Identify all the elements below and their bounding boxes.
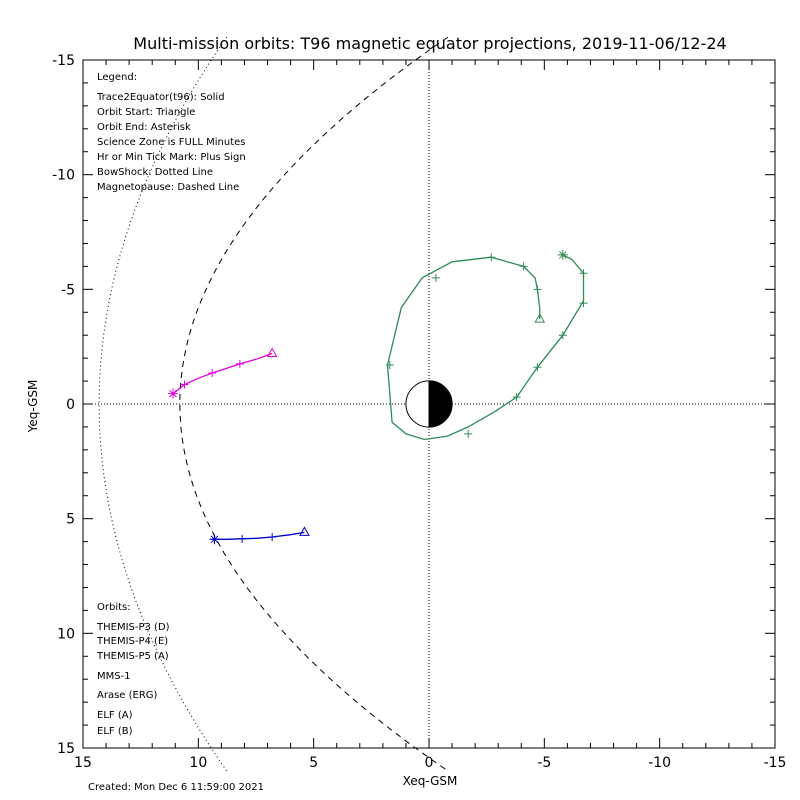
orbit-tick-mark [238, 534, 247, 543]
legend-line: Orbit End: Asterisk [97, 122, 191, 133]
orbit-line [172, 352, 273, 395]
orbit-start-triangle [266, 347, 278, 358]
x-tick-label: -10 [648, 755, 671, 771]
orbit-line [386, 254, 585, 441]
x-tick-label: 15 [74, 755, 92, 771]
orbit-tick-mark [487, 253, 496, 262]
orbit-legend-item: ELF (B) [97, 726, 133, 737]
y-tick-label: -10 [52, 168, 75, 184]
y-tick-label: 5 [66, 512, 75, 528]
orbit-trace [209, 526, 310, 545]
legend-line: Trace2Equator(t96): Solid [96, 92, 225, 103]
y-tick-label: -15 [52, 53, 75, 69]
orbit-start-triangle [534, 313, 546, 323]
orbit-legend-item: THEMIS-P5 (A) [96, 651, 169, 662]
orbit-legend-item: THEMIS-P4 (E) [96, 636, 168, 647]
orbit-start-triangle [299, 526, 310, 536]
orbit-tick-mark [464, 429, 473, 438]
legend-line: BowShock: Dotted Line [97, 167, 213, 178]
orbit-tick-mark [512, 393, 521, 402]
x-tick-label: 10 [189, 755, 207, 771]
orbit-legend-item: THEMIS-P3 (D) [96, 622, 170, 633]
orbit-legend-item: MMS-1 [97, 671, 131, 682]
orbit-legend-item: Arase (ERG) [97, 690, 158, 701]
orbit-tick-mark [268, 533, 277, 542]
x-tick-label: 5 [309, 755, 318, 771]
orbit-legend-item: ELF (A) [97, 710, 133, 721]
orbit-tick-mark [431, 273, 440, 282]
orbit-end-asterisk [167, 388, 178, 399]
orbit-tick-mark [579, 299, 588, 308]
x-tick-label: -15 [764, 755, 787, 771]
chart-title: Multi-mission orbits: T96 magnetic equat… [133, 34, 726, 53]
legend: Legend: Trace2Equator(t96): Solid Orbit … [96, 72, 246, 193]
orbit-end-asterisk [557, 249, 568, 260]
orbit-tick-mark [208, 369, 217, 378]
orbit-tick-mark [519, 262, 528, 271]
y-axis-label: Yeq-GSM [26, 380, 40, 434]
legend-line: Hr or Min Tick Mark: Plus Sign [97, 152, 246, 163]
legend-line: Magnetopause: Dashed Line [97, 182, 239, 193]
legend-title: Legend: [97, 72, 137, 83]
orbit-tick-mark [180, 380, 189, 389]
orbits-legend: Orbits: THEMIS-P3 (D) THEMIS-P4 (E) THEM… [96, 602, 170, 737]
legend-line: Orbit Start: Triangle [97, 107, 195, 118]
orbit-traces [167, 249, 588, 545]
x-tick-label: -5 [537, 755, 551, 771]
orbit-tick-mark [533, 363, 542, 372]
orbit-tick-mark [558, 331, 567, 340]
orbit-trace [167, 347, 278, 399]
orbit-tick-mark [235, 359, 244, 368]
earth-nightside [428, 380, 453, 428]
orbit-tick-mark [533, 285, 542, 294]
y-tick-label: 15 [57, 741, 75, 757]
x-tick-label: 0 [425, 755, 434, 771]
magnetopause-curve [179, 36, 449, 772]
y-tick-label: 10 [57, 626, 75, 642]
orbit-tick-mark [385, 361, 394, 370]
x-axis-label: Xeq-GSM [403, 774, 458, 788]
orbits-legend-title: Orbits: [97, 602, 131, 613]
axis-ticks: 15 10 5 0 -5 -10 -15 -15 -10 -5 0 5 10 15 [52, 53, 786, 771]
orbit-end-asterisk [209, 534, 220, 545]
orbit-tick-mark [579, 269, 588, 278]
y-tick-label: 0 [66, 397, 75, 413]
earth-symbol [405, 380, 453, 428]
footer-created: Created: Mon Dec 6 11:59:00 2021 [88, 782, 264, 793]
orbit-line [214, 531, 305, 540]
orbit-trace [385, 249, 588, 441]
y-tick-label: -5 [61, 282, 75, 298]
legend-line: Science Zone is FULL Minutes [97, 137, 246, 148]
